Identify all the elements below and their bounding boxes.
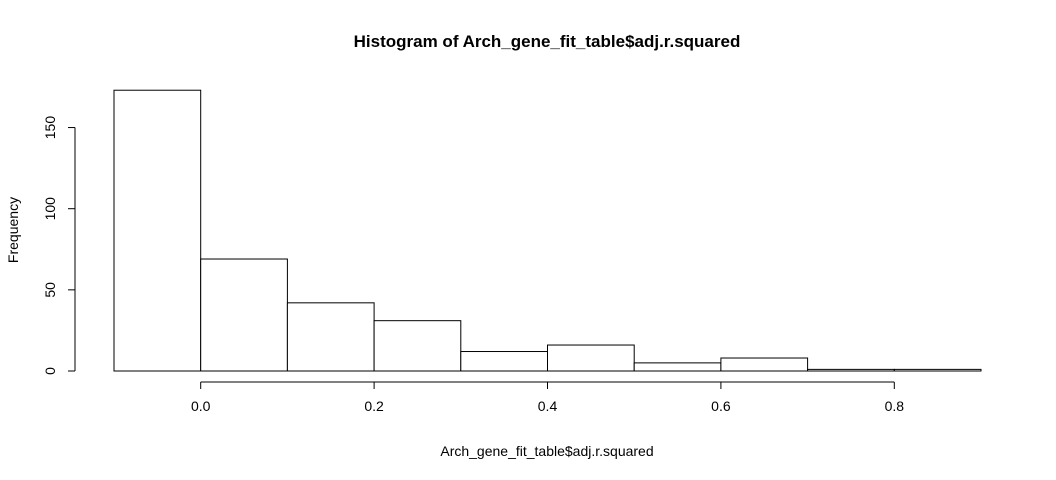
histogram-bar	[547, 344, 635, 372]
x-tick-label: 0.8	[885, 398, 905, 414]
histogram-bar	[200, 258, 288, 372]
x-tick-label: 0.0	[191, 398, 211, 414]
x-tick-label: 0.6	[711, 398, 731, 414]
y-tick-label: 50	[42, 282, 58, 298]
histogram-bar	[113, 89, 202, 372]
y-tick-label: 0	[42, 367, 58, 375]
chart-title: Histogram of Arch_gene_fit_table$adj.r.s…	[354, 32, 741, 51]
y-tick-label: 150	[42, 116, 58, 140]
y-axis-label: Frequency	[5, 197, 21, 263]
y-tick-label: 100	[42, 197, 58, 221]
histogram-bar	[373, 320, 462, 372]
histogram-bar	[720, 357, 809, 372]
bars-group	[113, 89, 982, 372]
x-axis-label: Arch_gene_fit_table$adj.r.squared	[440, 443, 653, 459]
y-axis: 0 50 100 150	[42, 116, 76, 375]
x-tick-label: 0.4	[538, 398, 558, 414]
histogram-bar	[807, 368, 895, 372]
histogram-bar	[893, 368, 982, 372]
histogram-bar	[286, 302, 375, 372]
x-tick-label: 0.2	[364, 398, 384, 414]
x-axis: 0.0 0.2 0.4 0.6 0.8	[191, 381, 905, 414]
histogram-bar	[633, 362, 722, 372]
histogram-bar	[460, 351, 548, 372]
